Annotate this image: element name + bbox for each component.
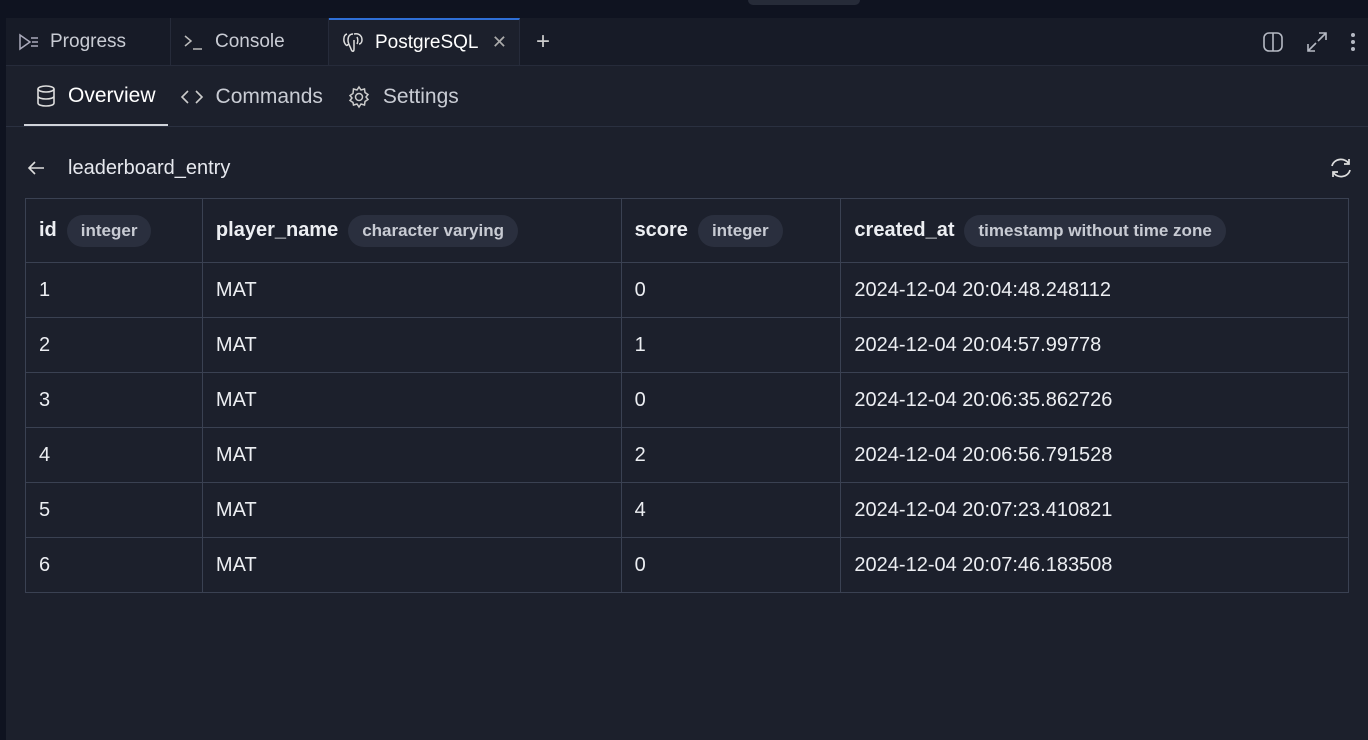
cell-id[interactable]: 4	[25, 427, 203, 483]
column-header-created_at[interactable]: created_at timestamp without time zone	[840, 198, 1349, 263]
cell-id[interactable]: 1	[25, 262, 203, 318]
postgres-pane: Progress Console PostgreSQL ✕ + Overview…	[6, 18, 1368, 740]
tab-postgresql[interactable]: PostgreSQL ✕	[329, 18, 520, 65]
refresh-icon[interactable]	[1328, 156, 1354, 180]
tab-label: PostgreSQL	[375, 31, 479, 53]
sub-tabs: Overview Commands Settings	[6, 66, 1368, 127]
postgresql-elephant-icon	[343, 32, 363, 52]
table-row[interactable]: 3 MAT 0 2024-12-04 20:06:35.862726	[25, 372, 1349, 428]
split-view-icon[interactable]	[1262, 31, 1284, 53]
column-name: player_name	[215, 218, 339, 241]
back-arrow-icon[interactable]	[26, 159, 46, 177]
subtab-label: Settings	[382, 85, 459, 108]
cell-player_name[interactable]: MAT	[201, 427, 622, 483]
column-name: id	[39, 218, 57, 241]
cell-created_at[interactable]: 2024-12-04 20:04:57.99778	[840, 317, 1349, 373]
cell-created_at[interactable]: 2024-12-04 20:06:56.791528	[840, 427, 1349, 483]
column-header-score[interactable]: score integer	[620, 198, 842, 263]
column-header-id[interactable]: id integer	[25, 198, 203, 263]
cell-score[interactable]: 0	[620, 537, 842, 593]
cell-player_name[interactable]: MAT	[201, 262, 622, 318]
new-tab-button[interactable]: +	[536, 27, 551, 55]
tab-label: Console	[215, 30, 285, 52]
table-row[interactable]: 4 MAT 2 2024-12-04 20:06:56.791528	[25, 427, 1349, 483]
tab-progress[interactable]: Progress	[6, 18, 171, 65]
column-type-badge: timestamp without time zone	[964, 214, 1226, 247]
subtab-commands[interactable]: Commands	[168, 68, 335, 126]
more-options-icon[interactable]	[1350, 31, 1356, 53]
column-type-badge: integer	[697, 214, 783, 247]
tab-bar: Progress Console PostgreSQL ✕ +	[6, 18, 1368, 66]
cell-id[interactable]: 6	[25, 537, 203, 593]
table-row[interactable]: 1 MAT 0 2024-12-04 20:04:48.248112	[25, 262, 1349, 318]
cell-score[interactable]: 4	[620, 482, 842, 538]
table-row[interactable]: 2 MAT 1 2024-12-04 20:04:57.99778	[25, 317, 1349, 373]
subtab-settings[interactable]: Settings	[335, 68, 471, 126]
cell-player_name[interactable]: MAT	[201, 537, 622, 593]
subtab-label: Overview	[68, 84, 156, 107]
table-row[interactable]: 6 MAT 0 2024-12-04 20:07:46.183508	[25, 537, 1349, 593]
gear-icon	[348, 85, 370, 109]
tab-console[interactable]: Console	[171, 18, 329, 65]
cell-player_name[interactable]: MAT	[201, 317, 622, 373]
cell-player_name[interactable]: MAT	[201, 372, 622, 428]
cell-player_name[interactable]: MAT	[201, 482, 622, 538]
cell-created_at[interactable]: 2024-12-04 20:07:46.183508	[840, 537, 1349, 593]
cell-score[interactable]: 0	[620, 372, 842, 428]
column-header-player_name[interactable]: player_name character varying	[201, 198, 622, 263]
column-name: created_at	[854, 218, 955, 241]
cell-created_at[interactable]: 2024-12-04 20:04:48.248112	[840, 262, 1349, 318]
data-table: id integer player_name character varying sco…	[25, 198, 1349, 593]
cell-id[interactable]: 5	[25, 482, 203, 538]
code-icon	[180, 90, 203, 104]
column-type-badge: character varying	[348, 214, 518, 247]
window-handle[interactable]	[748, 0, 860, 5]
cell-id[interactable]: 3	[25, 372, 203, 428]
column-name: score	[634, 218, 688, 241]
subtab-overview[interactable]: Overview	[24, 68, 168, 126]
cell-score[interactable]: 0	[620, 262, 842, 318]
expand-icon[interactable]	[1306, 31, 1328, 53]
subtab-label: Commands	[215, 85, 323, 108]
cell-created_at[interactable]: 2024-12-04 20:06:35.862726	[840, 372, 1349, 428]
cell-id[interactable]: 2	[25, 317, 203, 373]
terminal-icon	[184, 34, 202, 50]
column-type-badge: integer	[66, 214, 152, 247]
tab-label: Progress	[50, 30, 127, 52]
cell-created_at[interactable]: 2024-12-04 20:07:23.410821	[840, 482, 1349, 538]
database-icon	[37, 85, 55, 107]
cell-score[interactable]: 2	[620, 427, 842, 483]
table-title: leaderboard_entry	[68, 156, 231, 179]
cell-score[interactable]: 1	[620, 317, 842, 373]
progress-icon	[19, 33, 38, 50]
table-row[interactable]: 5 MAT 4 2024-12-04 20:07:23.410821	[25, 482, 1349, 538]
close-tab-icon[interactable]: ✕	[491, 32, 507, 52]
